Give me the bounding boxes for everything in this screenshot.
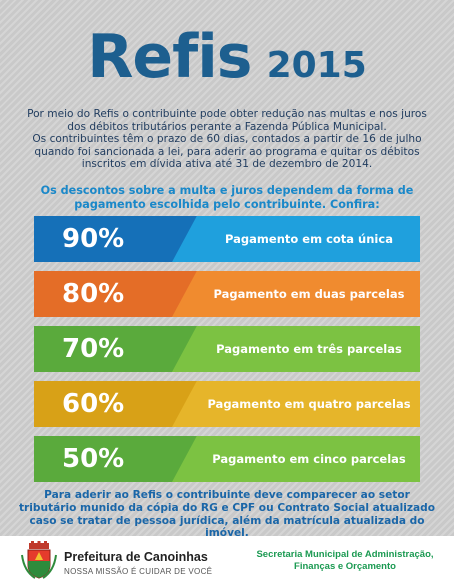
discount-row-80: 80% Pagamento em duas parcelas [34,271,420,317]
discount-percent: 50% [62,444,125,474]
discount-percent: 90% [62,224,125,254]
discount-percent: 60% [62,389,125,419]
discount-percent: 80% [62,279,125,309]
label-box: Pagamento em cinco parcelas [172,436,420,482]
discount-label: Pagamento em duas parcelas [213,287,405,301]
coat-of-arms-icon [21,541,57,579]
footer: Prefeitura de Canoinhas NOSSA MISSÃO É C… [0,536,454,586]
closing-text: Para aderir ao Refis o contribuinte deve… [18,489,436,540]
discount-row-60: 60% Pagamento em quatro parcelas [34,381,420,427]
intro-paragraph-2: Os contribuintes têm o prazo de 60 dias,… [32,133,422,171]
discount-list: 90% Pagamento em cota única 80% Pagament… [34,216,420,491]
label-box: Pagamento em três parcelas [172,326,420,372]
title-refis: Refis [87,22,252,92]
label-box: Pagamento em duas parcelas [172,271,420,317]
intro-paragraph-1: Por meio do Refis o contribuinte pode ob… [27,108,427,133]
discount-row-90: 90% Pagamento em cota única [34,216,420,262]
prefeitura-slogan: NOSSA MISSÃO É CUIDAR DE VOCÊ [64,567,213,576]
discount-label: Pagamento em três parcelas [216,342,402,356]
title-year: 2015 [266,45,367,86]
discount-label: Pagamento em cinco parcelas [212,452,406,466]
discount-row-70: 70% Pagamento em três parcelas [34,326,420,372]
discount-label: Pagamento em cota única [225,232,393,246]
page-title: Refis 2015 [0,22,454,92]
label-box: Pagamento em cota única [172,216,420,262]
discount-row-50: 50% Pagamento em cinco parcelas [34,436,420,482]
intro-text: Por meio do Refis o contribuinte pode ob… [26,108,428,171]
label-box: Pagamento em quatro parcelas [172,381,420,427]
prefeitura-name: Prefeitura de Canoinhas [64,550,208,564]
secretaria-name: Secretaria Municipal de Administração, F… [256,549,434,572]
discount-label: Pagamento em quatro parcelas [207,397,411,411]
discount-percent: 70% [62,334,125,364]
lead-text: Os descontos sobre a multa e juros depen… [40,184,414,211]
